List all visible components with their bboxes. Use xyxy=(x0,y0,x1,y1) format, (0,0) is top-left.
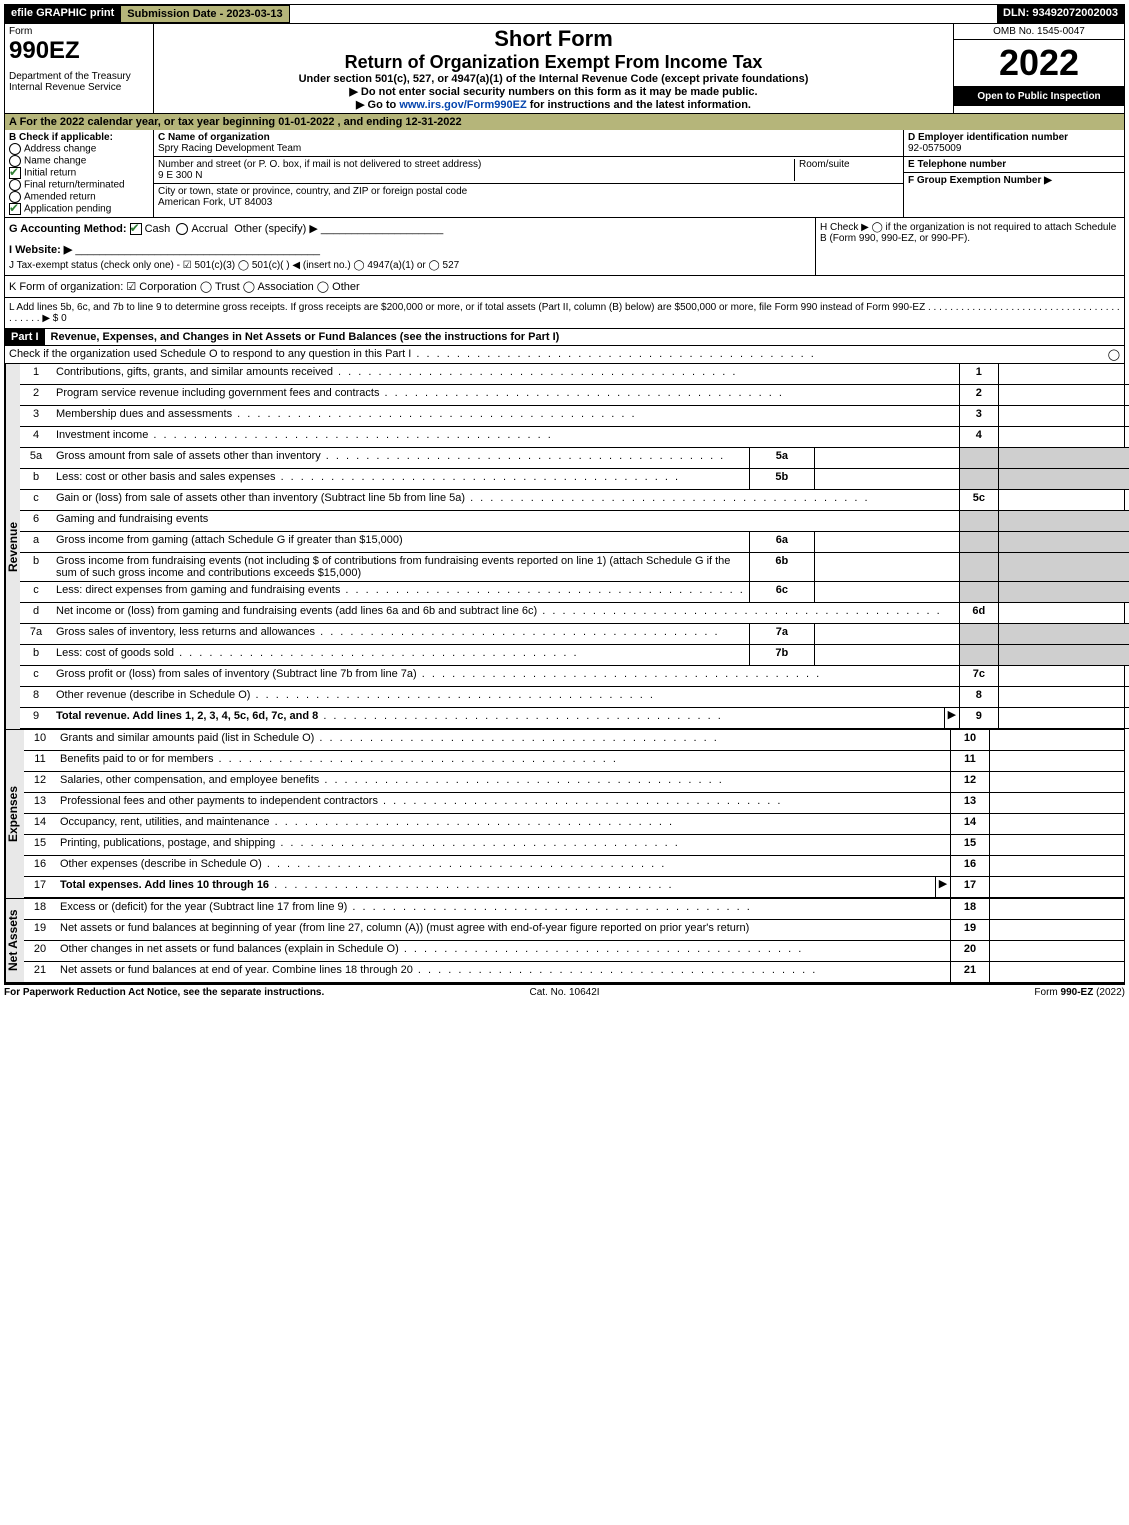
tax-year: 2022 xyxy=(954,40,1124,87)
cb-name-change[interactable]: Name change xyxy=(9,155,149,167)
subtitle-1: Under section 501(c), 527, or 4947(a)(1)… xyxy=(160,73,947,85)
line-h: H Check ▶ ◯ if the organization is not r… xyxy=(815,218,1124,275)
website-label: I Website: ▶ xyxy=(9,244,72,256)
street-address: 9 E 300 N xyxy=(158,170,794,181)
line-k: K Form of organization: ☑ Corporation ◯ … xyxy=(4,276,1125,298)
row-gh: G Accounting Method: Cash Accrual Other … xyxy=(4,218,1125,276)
submission-date: Submission Date - 2023-03-13 xyxy=(120,5,289,23)
irs-label: Internal Revenue Service xyxy=(9,82,149,93)
cb-initial-return[interactable]: Initial return xyxy=(9,167,149,179)
part-1-title: Revenue, Expenses, and Changes in Net As… xyxy=(45,329,1124,345)
cat-no: Cat. No. 10642I xyxy=(378,987,752,998)
paperwork-notice: For Paperwork Reduction Act Notice, see … xyxy=(4,987,324,998)
org-name: Spry Racing Development Team xyxy=(158,143,899,154)
part-1-header: Part I Revenue, Expenses, and Changes in… xyxy=(4,329,1125,346)
section-bcd: B Check if applicable: Address change Na… xyxy=(4,130,1125,218)
cb-cash[interactable] xyxy=(130,223,142,235)
subtitle-2: Do not enter social security numbers on … xyxy=(160,85,947,98)
form-ref: Form 990-EZ (2022) xyxy=(751,987,1125,998)
efile-label[interactable]: efile GRAPHIC print xyxy=(5,5,120,23)
ein-value: 92-0575009 xyxy=(908,143,1120,154)
revenue-label: Revenue xyxy=(5,364,20,729)
page-footer: For Paperwork Reduction Act Notice, see … xyxy=(4,983,1125,998)
line-a: A For the 2022 calendar year, or tax yea… xyxy=(4,114,1125,130)
ein-label: D Employer identification number xyxy=(908,132,1120,143)
topbar-spacer xyxy=(290,5,997,23)
cb-accrual[interactable] xyxy=(176,223,188,235)
part-1-label: Part I xyxy=(5,329,45,345)
main-title: Return of Organization Exempt From Incom… xyxy=(160,52,947,73)
dept-label: Department of the Treasury xyxy=(9,71,149,82)
expenses-section: Expenses 10Grants and similar amounts pa… xyxy=(4,729,1125,898)
line-l: L Add lines 5b, 6c, and 7b to line 9 to … xyxy=(4,298,1125,329)
check-if-applicable: B Check if applicable: xyxy=(9,132,149,143)
cb-amended-return[interactable]: Amended return xyxy=(9,191,149,203)
cb-address-change[interactable]: Address change xyxy=(9,143,149,155)
line-j: J Tax-exempt status (check only one) - ☑… xyxy=(9,260,811,271)
net-assets-section: Net Assets 18Excess or (deficit) for the… xyxy=(4,898,1125,983)
dln-label: DLN: 93492072002003 xyxy=(997,5,1124,23)
cb-final-return[interactable]: Final return/terminated xyxy=(9,179,149,191)
telephone-label: E Telephone number xyxy=(908,159,1120,170)
form-header: Form 990EZ Department of the Treasury In… xyxy=(4,24,1125,114)
part-1-check: Check if the organization used Schedule … xyxy=(4,346,1125,364)
top-bar: efile GRAPHIC print Submission Date - 20… xyxy=(4,4,1125,24)
subtitle-3: Go to www.irs.gov/Form990EZ for instruct… xyxy=(160,98,947,111)
city-state-zip: American Fork, UT 84003 xyxy=(158,197,899,208)
form-label: Form xyxy=(9,26,149,37)
city-row: City or town, state or province, country… xyxy=(154,184,903,210)
revenue-section: Revenue 1Contributions, gifts, grants, a… xyxy=(4,364,1125,729)
street-row: Number and street (or P. O. box, if mail… xyxy=(154,157,903,184)
inspection-badge: Open to Public Inspection xyxy=(954,87,1124,106)
irs-link[interactable]: www.irs.gov/Form990EZ xyxy=(399,99,526,111)
room-suite-label: Room/suite xyxy=(794,159,899,181)
expenses-label: Expenses xyxy=(5,730,24,898)
org-name-row: C Name of organization Spry Racing Devel… xyxy=(154,130,903,157)
group-exemption-label: F Group Exemption Number ▶ xyxy=(908,175,1120,186)
short-form-title: Short Form xyxy=(160,26,947,52)
form-number: 990EZ xyxy=(9,37,149,65)
net-assets-label: Net Assets xyxy=(5,899,24,982)
cb-application-pending[interactable]: Application pending xyxy=(9,203,149,215)
omb-number: OMB No. 1545-0047 xyxy=(954,24,1124,40)
